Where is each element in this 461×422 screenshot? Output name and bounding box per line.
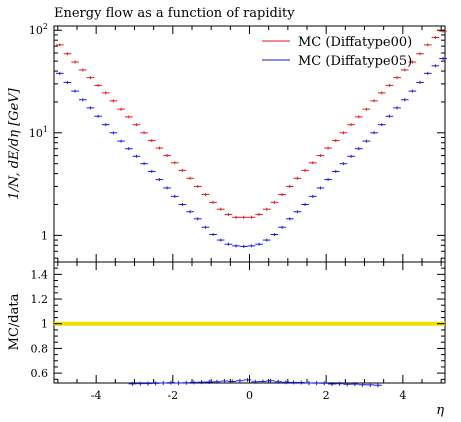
main-y-tick-label: 101 (29, 125, 48, 140)
main-y-axis-label: 1/N, dE/dη [GeV] (7, 87, 22, 199)
x-tick-label: 4 (399, 389, 406, 402)
main-y-tick-label: 102 (29, 22, 48, 37)
main-y-tick-label: 1 (41, 229, 48, 242)
ratio-y-tick-label: 0.6 (31, 367, 49, 380)
x-tick-label: -2 (167, 389, 178, 402)
ratio-y-axis-label: MC/data (7, 293, 22, 350)
x-axis-label: η (436, 403, 444, 418)
ratio-y-tick-label: 1 (41, 318, 48, 331)
main-y-tick-label-base: 10 (29, 127, 43, 140)
main-y-tick-label-exponent: 1 (43, 125, 48, 134)
chart-title: Energy flow as a function of rapidity (54, 6, 295, 21)
main-y-tick-label-base: 10 (29, 24, 43, 37)
ratio-y-tick-label: 0.8 (31, 342, 49, 355)
main-y-tick-label-exponent: 2 (43, 22, 48, 31)
ratio-reference-band (54, 321, 445, 326)
x-tick-label: -4 (91, 389, 102, 402)
legend-label-diffatype00: MC (Diffatype00) (298, 35, 412, 50)
ratio-y-tick-label: 1.4 (31, 268, 49, 281)
x-tick-label: 2 (323, 389, 330, 402)
legend-label-diffatype05: MC (Diffatype05) (298, 54, 412, 69)
ratio-y-tick-label: 1.2 (31, 293, 49, 306)
legend: MC (Diffatype00) MC (Diffatype05) (262, 35, 412, 69)
main-y-tick-label-base: 1 (41, 229, 48, 242)
main-plot-area (55, 29, 447, 248)
ratio-plot-area (128, 377, 382, 388)
x-tick-label: 0 (246, 389, 253, 402)
